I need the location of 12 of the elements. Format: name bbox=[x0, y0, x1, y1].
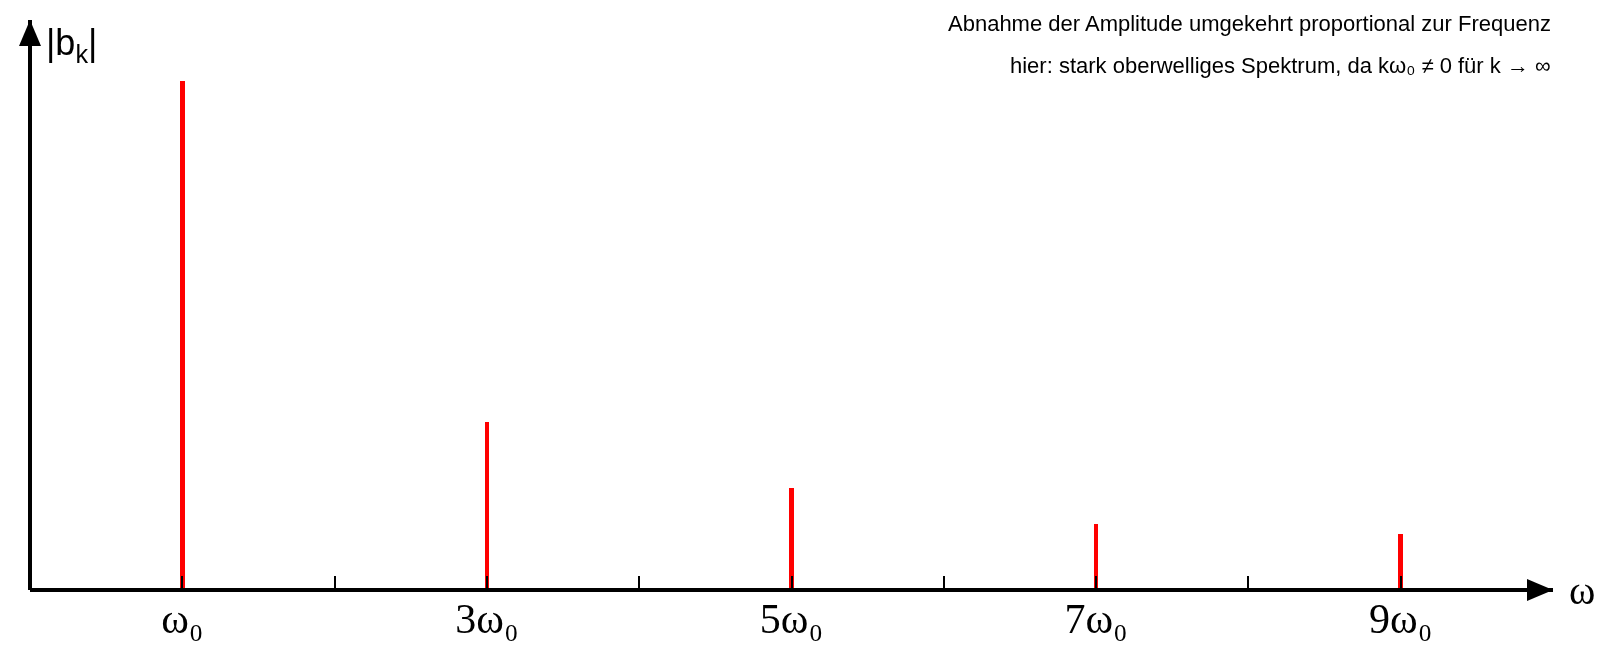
bar bbox=[180, 81, 185, 590]
x-tick-label: 3ω₀ bbox=[455, 596, 519, 642]
bar bbox=[789, 488, 794, 590]
text: hier: stark oberwelliges Spektrum, da kω₀ ≠ 0 für k → ∞ bbox=[1010, 53, 1551, 78]
text: Abnahme der Amplitude umgekehrt proportional zur Frequenz bbox=[948, 11, 1551, 36]
y-axis-title: |b$_{k}$| bbox=[46, 22, 98, 68]
x-axis-title: ω bbox=[1569, 568, 1596, 613]
bar bbox=[485, 422, 489, 590]
x-tick-label: 5ω₀ bbox=[759, 596, 824, 642]
x-tick-label: 9ω₀ bbox=[1369, 596, 1433, 642]
x-tick-label: ω₀ bbox=[161, 596, 204, 642]
x-tick-label: 7ω₀ bbox=[1064, 596, 1128, 642]
